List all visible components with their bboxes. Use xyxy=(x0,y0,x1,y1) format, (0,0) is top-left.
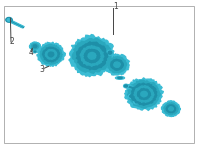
Circle shape xyxy=(7,19,11,21)
Polygon shape xyxy=(131,83,157,105)
Polygon shape xyxy=(48,52,54,57)
Circle shape xyxy=(125,85,127,87)
Polygon shape xyxy=(40,45,62,64)
Polygon shape xyxy=(127,80,160,108)
Circle shape xyxy=(134,101,138,104)
Circle shape xyxy=(124,84,128,88)
Polygon shape xyxy=(72,38,111,73)
Polygon shape xyxy=(108,56,127,73)
Text: 4: 4 xyxy=(29,48,33,57)
Polygon shape xyxy=(80,46,104,66)
FancyBboxPatch shape xyxy=(4,6,194,143)
Ellipse shape xyxy=(118,77,122,79)
Polygon shape xyxy=(30,42,40,50)
Polygon shape xyxy=(161,101,181,117)
Polygon shape xyxy=(111,59,123,70)
Polygon shape xyxy=(42,47,60,62)
Polygon shape xyxy=(125,78,163,110)
Polygon shape xyxy=(88,52,96,59)
Polygon shape xyxy=(76,42,108,70)
Polygon shape xyxy=(31,44,39,49)
Polygon shape xyxy=(134,86,154,102)
Circle shape xyxy=(33,50,37,53)
Ellipse shape xyxy=(107,50,113,55)
Polygon shape xyxy=(45,50,57,59)
Polygon shape xyxy=(169,107,173,111)
Text: 2: 2 xyxy=(10,37,14,46)
Polygon shape xyxy=(69,35,116,77)
Circle shape xyxy=(128,94,134,98)
Ellipse shape xyxy=(108,51,112,54)
Text: 3: 3 xyxy=(40,65,44,74)
Polygon shape xyxy=(166,105,176,113)
Ellipse shape xyxy=(116,77,124,79)
Circle shape xyxy=(130,95,132,97)
Polygon shape xyxy=(164,103,178,115)
Polygon shape xyxy=(114,62,120,67)
Circle shape xyxy=(34,51,36,52)
Polygon shape xyxy=(37,42,65,66)
Polygon shape xyxy=(104,54,129,75)
Polygon shape xyxy=(138,88,151,100)
Polygon shape xyxy=(33,45,37,48)
Text: 1: 1 xyxy=(114,2,118,11)
Polygon shape xyxy=(141,91,147,97)
Polygon shape xyxy=(84,49,100,63)
Circle shape xyxy=(6,17,12,22)
